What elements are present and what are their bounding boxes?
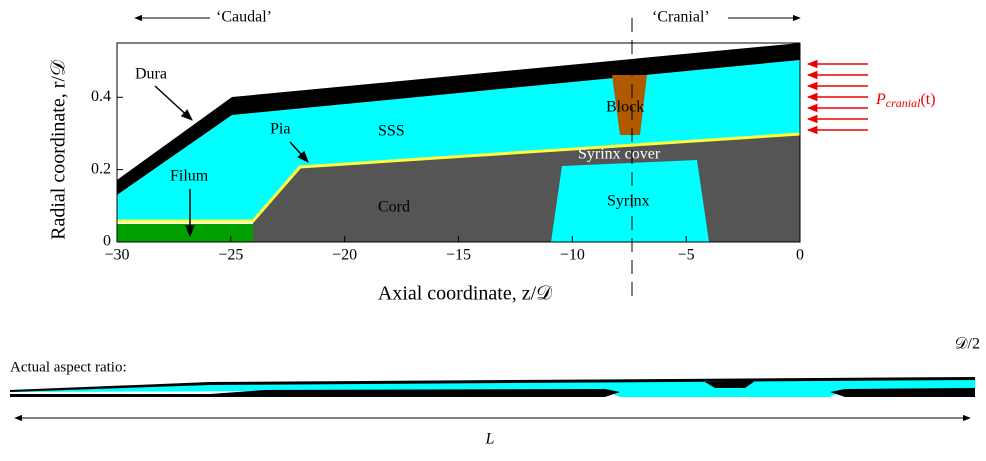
x-tick-label: −15 — [446, 247, 471, 264]
pressure-argument: (t) — [920, 91, 935, 108]
dura-label: Dura — [135, 66, 167, 83]
pressure-symbol: P — [875, 91, 886, 108]
syrinx-cover-label: Syrinx cover — [578, 146, 661, 163]
aspect-strip — [10, 377, 975, 397]
pia-label: Pia — [270, 121, 290, 138]
syrinx-label: Syrinx — [607, 193, 650, 210]
y-tick-label: 0 — [103, 233, 111, 250]
length-label: L — [485, 431, 495, 448]
dura-pointer — [155, 86, 192, 120]
x-tick-label: 0 — [796, 247, 804, 264]
y-axis-label: Radial coordinate, r/𝒟 — [48, 60, 70, 240]
aspect-title: Actual aspect ratio: — [10, 359, 127, 375]
sss-label: SSS — [378, 123, 405, 140]
x-tick-label: −20 — [332, 247, 357, 264]
figure: ‘Caudal’ ‘Cranial’ Dura Pia SSS Filum Co… — [0, 0, 986, 461]
x-axis-label: Axial coordinate, z/𝒟 — [378, 283, 552, 305]
cord-label: Cord — [378, 199, 410, 216]
x-tick-label: −5 — [678, 247, 695, 264]
y-tick-label: 0.2 — [91, 160, 111, 177]
x-tick-label: −10 — [560, 247, 585, 264]
filum-label: Filum — [170, 168, 209, 185]
cranial-label: ‘Cranial’ — [652, 9, 710, 26]
filum-region — [117, 224, 253, 242]
scale-label: 𝒟/2 — [955, 336, 980, 353]
pressure-arrows — [808, 64, 868, 130]
pressure-subscript: cranial — [886, 96, 921, 110]
block-label: Block — [606, 99, 644, 116]
pressure-label: Pcranial(t) — [875, 91, 936, 110]
y-tick-label: 0.4 — [91, 88, 111, 105]
caudal-label: ‘Caudal’ — [216, 9, 272, 26]
x-tick-label: −25 — [218, 247, 243, 264]
